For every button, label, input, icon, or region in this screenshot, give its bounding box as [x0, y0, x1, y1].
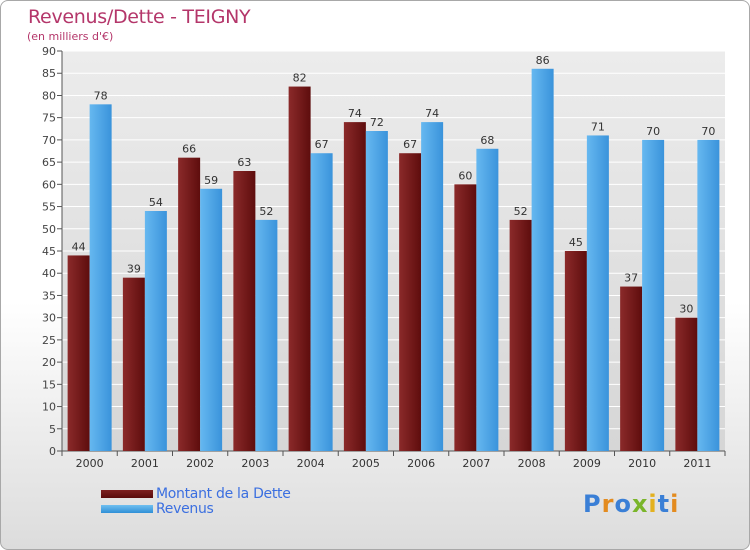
- x-tick-label: 2008: [518, 457, 546, 470]
- bar-debt: [122, 277, 145, 451]
- value-label-revenus: 72: [370, 116, 384, 129]
- x-tick-label: 2003: [241, 457, 269, 470]
- bar-revenus: [310, 153, 333, 451]
- bar-revenus: [89, 104, 112, 451]
- value-label-debt: 30: [679, 303, 693, 316]
- y-tick-label: 50: [42, 223, 56, 236]
- x-tick-label: 2006: [407, 457, 435, 470]
- value-label-debt: 39: [127, 263, 141, 276]
- logo-letter: x: [631, 490, 649, 518]
- x-tick-label: 2011: [683, 457, 711, 470]
- bar-debt: [288, 86, 311, 452]
- y-tick-label: 65: [42, 156, 56, 169]
- value-label-revenus: 67: [315, 138, 329, 151]
- value-label-revenus: 52: [259, 205, 273, 218]
- legend-label-debt: Montant de la Dette: [156, 486, 291, 502]
- bar-revenus: [586, 135, 609, 451]
- value-label-revenus: 86: [536, 54, 550, 67]
- y-tick-label: 90: [42, 45, 56, 58]
- y-tick-label: 45: [42, 245, 56, 258]
- value-label-debt: 60: [458, 169, 472, 182]
- x-tick-label: 2007: [462, 457, 490, 470]
- bar-debt: [509, 219, 532, 451]
- bar-debt: [67, 255, 90, 451]
- bar-debt: [454, 184, 477, 452]
- y-tick-label: 5: [49, 423, 56, 436]
- chart-subtitle: (en milliers d'€): [27, 30, 114, 43]
- value-label-revenus: 54: [149, 196, 163, 209]
- x-tick-label: 2000: [76, 457, 104, 470]
- value-label-revenus: 70: [701, 125, 715, 138]
- bar-debt: [343, 122, 366, 451]
- bar-revenus: [476, 148, 499, 451]
- bar-debt: [675, 317, 698, 451]
- y-tick-label: 25: [42, 334, 56, 347]
- logo-letter: P: [583, 490, 602, 518]
- value-label-debt: 82: [293, 72, 307, 85]
- bar-debt: [233, 171, 256, 451]
- logo-letter: r: [601, 490, 615, 518]
- value-label-revenus: 70: [646, 125, 660, 138]
- bar-debt: [399, 153, 422, 451]
- bar-revenus: [531, 68, 554, 452]
- y-tick-label: 20: [42, 356, 56, 369]
- y-tick-label: 60: [42, 178, 56, 191]
- x-tick-label: 2001: [131, 457, 159, 470]
- value-label-debt: 63: [237, 156, 251, 169]
- y-tick-label: 10: [42, 401, 56, 414]
- value-label-debt: 67: [403, 138, 417, 151]
- value-label-revenus: 71: [591, 120, 605, 133]
- value-label-debt: 66: [182, 143, 196, 156]
- value-label-revenus: 68: [480, 134, 494, 147]
- bar-debt: [620, 286, 643, 451]
- value-label-revenus: 78: [94, 89, 108, 102]
- bar-revenus: [697, 139, 720, 451]
- y-tick-label: 15: [42, 378, 56, 391]
- logo-letter: i: [648, 490, 658, 518]
- value-label-revenus: 74: [425, 107, 439, 120]
- bar-revenus: [365, 131, 388, 451]
- legend-swatch-debt: [101, 490, 153, 498]
- bar-debt: [564, 251, 587, 451]
- x-tick-label: 2010: [628, 457, 656, 470]
- bar-revenus: [200, 188, 223, 451]
- logo-letter: i: [670, 490, 680, 518]
- logo-letter: t: [657, 490, 671, 518]
- y-tick-label: 70: [42, 134, 56, 147]
- chart-title: Revenus/Dette - TEIGNY: [28, 6, 251, 28]
- value-label-debt: 45: [569, 236, 583, 249]
- legend-swatch-revenus: [101, 505, 153, 513]
- bar-revenus: [642, 139, 665, 451]
- x-tick-label: 2004: [297, 457, 325, 470]
- x-tick-label: 2005: [352, 457, 380, 470]
- y-tick-label: 30: [42, 312, 56, 325]
- y-tick-label: 55: [42, 201, 56, 214]
- proxiti-logo: Proxiti: [583, 490, 679, 518]
- logo-letter: o: [614, 490, 632, 518]
- value-label-debt: 44: [72, 240, 86, 253]
- x-tick-label: 2002: [186, 457, 214, 470]
- bar-revenus: [255, 219, 278, 451]
- bar-revenus: [421, 122, 444, 451]
- y-tick-label: 0: [49, 445, 56, 458]
- y-tick-label: 85: [42, 67, 56, 80]
- x-tick-label: 2009: [573, 457, 601, 470]
- legend-label-revenus: Revenus: [156, 501, 214, 517]
- value-label-debt: 37: [624, 272, 638, 285]
- y-tick-label: 80: [42, 89, 56, 102]
- bar-debt: [178, 157, 201, 451]
- y-tick-label: 35: [42, 289, 56, 302]
- value-label-debt: 52: [514, 205, 528, 218]
- y-tick-label: 75: [42, 112, 56, 125]
- y-tick-label: 40: [42, 267, 56, 280]
- value-label-debt: 74: [348, 107, 362, 120]
- bar-revenus: [144, 211, 167, 451]
- value-label-revenus: 59: [204, 174, 218, 187]
